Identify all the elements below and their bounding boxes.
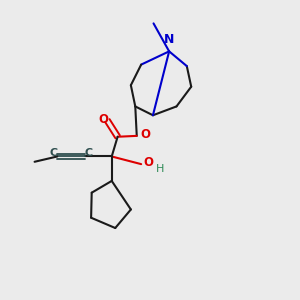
Text: C: C [50,148,58,158]
Text: O: O [143,156,153,169]
Text: H: H [156,164,164,174]
Text: O: O [140,128,150,141]
Text: C: C [84,148,92,158]
Text: O: O [98,112,108,126]
Text: N: N [164,33,174,46]
